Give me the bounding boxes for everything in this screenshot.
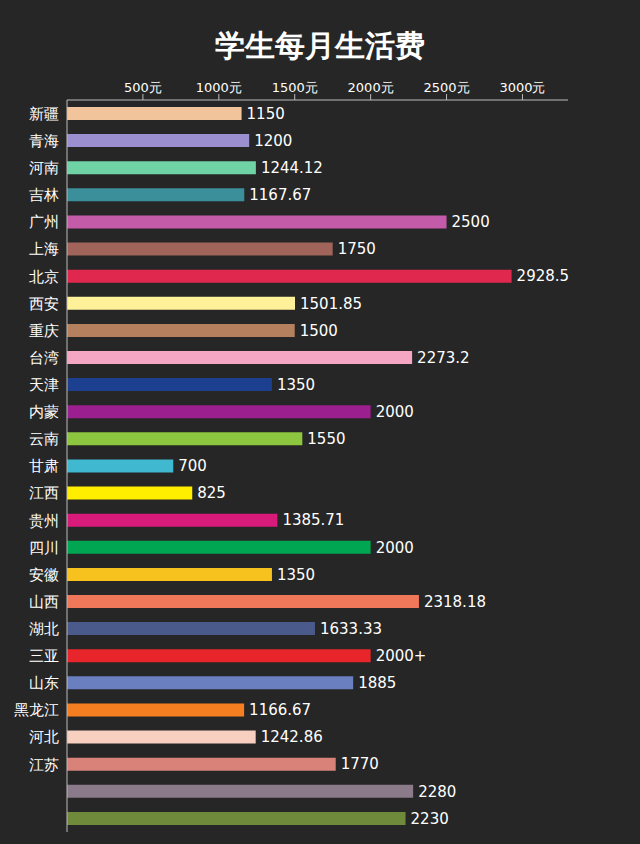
svg-text:1633.33: 1633.33 (320, 620, 382, 638)
svg-text:1385.71: 1385.71 (282, 511, 344, 529)
svg-text:3000元: 3000元 (499, 80, 545, 95)
svg-text:1244.12: 1244.12 (261, 159, 323, 177)
svg-text:1200: 1200 (254, 132, 292, 150)
svg-text:500元: 500元 (124, 80, 162, 95)
svg-text:台湾: 台湾 (29, 349, 59, 367)
svg-text:1167.67: 1167.67 (249, 186, 311, 204)
svg-text:北京: 北京 (29, 268, 59, 286)
svg-text:西安: 西安 (29, 295, 59, 313)
svg-text:河北: 河北 (29, 728, 59, 746)
svg-text:1550: 1550 (307, 430, 345, 448)
svg-text:三亚: 三亚 (29, 647, 59, 665)
svg-text:1166.67: 1166.67 (249, 701, 311, 719)
svg-text:安徽: 安徽 (29, 566, 59, 584)
svg-text:2000+: 2000+ (376, 647, 427, 665)
svg-text:广州: 广州 (29, 213, 59, 231)
svg-text:1750: 1750 (338, 240, 376, 258)
svg-text:2500: 2500 (452, 213, 490, 231)
svg-text:1501.85: 1501.85 (300, 295, 362, 313)
svg-text:吉林: 吉林 (29, 186, 59, 204)
svg-text:2280: 2280 (418, 783, 456, 801)
svg-text:黑龙江: 黑龙江 (14, 701, 59, 719)
svg-text:2000: 2000 (376, 403, 414, 421)
svg-text:2000元: 2000元 (348, 80, 394, 95)
svg-text:1770: 1770 (341, 755, 379, 773)
svg-text:1500: 1500 (300, 322, 338, 340)
html-text:学生每月生活费: 学生每月生活费 (215, 28, 425, 63)
svg-text:2928.5: 2928.5 (517, 267, 570, 285)
svg-text:1350: 1350 (277, 376, 315, 394)
svg-text:内蒙: 内蒙 (29, 403, 59, 421)
svg-text:上海: 上海 (29, 240, 59, 258)
svg-text:1885: 1885 (358, 674, 396, 692)
svg-text:重庆: 重庆 (29, 322, 59, 340)
svg-text:1242.86: 1242.86 (261, 728, 323, 746)
svg-text:四川: 四川 (29, 539, 59, 557)
svg-text:1000元: 1000元 (196, 80, 242, 95)
svg-text:云南: 云南 (29, 430, 59, 448)
svg-text:2000: 2000 (376, 539, 414, 557)
svg-text:江苏: 江苏 (29, 756, 59, 774)
svg-text:甘肃: 甘肃 (29, 457, 59, 475)
svg-text:山西: 山西 (29, 593, 59, 611)
svg-text:贵州: 贵州 (29, 512, 59, 530)
svg-text:河南: 河南 (29, 159, 59, 177)
svg-text:700: 700 (178, 457, 207, 475)
svg-text:山东: 山东 (29, 674, 59, 692)
svg-text:2273.2: 2273.2 (417, 349, 470, 367)
svg-text:青海: 青海 (29, 132, 59, 150)
svg-text:1150: 1150 (247, 105, 285, 123)
svg-text:2318.18: 2318.18 (424, 593, 486, 611)
svg-text:江西: 江西 (29, 484, 59, 502)
svg-text:1350: 1350 (277, 566, 315, 584)
svg-text:湖北: 湖北 (29, 620, 59, 638)
svg-text:825: 825 (197, 484, 226, 502)
svg-text:天津: 天津 (29, 376, 59, 394)
svg-text:新疆: 新疆 (29, 105, 59, 123)
svg-text:2500元: 2500元 (423, 80, 469, 95)
svg-text:1500元: 1500元 (272, 80, 318, 95)
svg-text:2230: 2230 (411, 810, 449, 828)
